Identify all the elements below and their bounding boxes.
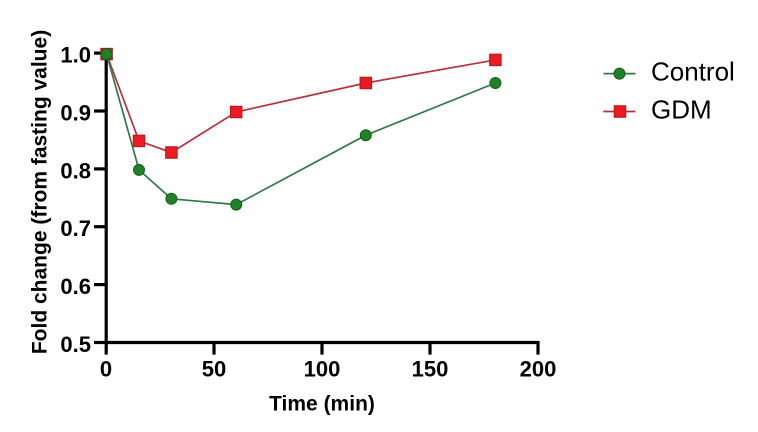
svg-text:0: 0 — [100, 357, 112, 382]
svg-text:0.5: 0.5 — [60, 332, 91, 357]
svg-text:Control: Control — [651, 57, 735, 87]
svg-text:0.9: 0.9 — [60, 100, 91, 125]
svg-text:200: 200 — [520, 357, 557, 382]
svg-text:150: 150 — [412, 357, 449, 382]
svg-text:0.6: 0.6 — [60, 274, 91, 299]
svg-text:100: 100 — [304, 357, 341, 382]
svg-text:0.8: 0.8 — [60, 158, 91, 183]
svg-text:1.0: 1.0 — [60, 43, 91, 68]
svg-text:GDM: GDM — [651, 95, 712, 125]
svg-text:Fold change (from fasting valu: Fold change (from fasting value) — [28, 30, 51, 354]
svg-text:0.7: 0.7 — [60, 216, 91, 241]
svg-text:50: 50 — [202, 357, 226, 382]
svg-text:Time (min): Time (min) — [269, 393, 375, 416]
